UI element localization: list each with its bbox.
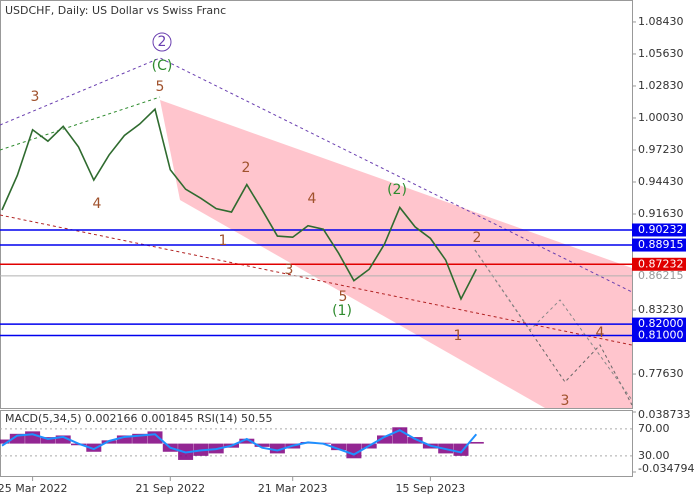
level-label: 0.88915 bbox=[638, 238, 684, 251]
macd-bar bbox=[331, 443, 347, 451]
macd-bar bbox=[346, 443, 362, 459]
macd-bar bbox=[116, 435, 132, 444]
wave-label: 5 bbox=[156, 79, 165, 95]
price-line bbox=[1, 107, 478, 301]
wave-circle bbox=[152, 32, 172, 52]
macd-bar bbox=[239, 438, 255, 444]
y-tick-label: 0.77630 bbox=[638, 367, 684, 380]
level-label: 0.87232 bbox=[638, 257, 684, 270]
level-box bbox=[632, 329, 686, 343]
wave-label: 3 bbox=[31, 89, 40, 105]
x-tick-label: 21 Sep 2022 bbox=[135, 482, 205, 495]
y-tick-label: 0.94430 bbox=[638, 175, 684, 188]
macd-bar bbox=[254, 443, 270, 447]
level-label: 0.82000 bbox=[638, 317, 684, 330]
y-tick-label: 0.83230 bbox=[638, 303, 684, 316]
wave-label: 2 bbox=[158, 34, 167, 50]
x-tick-label: 21 Mar 2023 bbox=[258, 482, 328, 495]
wave-label: (C) bbox=[152, 58, 173, 74]
y-tick-label: 1.08430 bbox=[638, 15, 684, 28]
wave-label: (1) bbox=[332, 303, 352, 319]
wave-label: 4 bbox=[596, 325, 605, 341]
y2-tick-label: -0.034794 bbox=[638, 462, 694, 475]
y-tick-label: 1.02830 bbox=[638, 79, 684, 92]
macd-bar bbox=[269, 443, 285, 454]
macd-bar bbox=[407, 437, 423, 444]
macd-bar bbox=[377, 435, 392, 444]
macd-bar bbox=[0, 439, 10, 444]
wave-label: 4 bbox=[308, 191, 317, 207]
y-tick-label: 1.05630 bbox=[638, 47, 684, 60]
macd-bar bbox=[86, 443, 102, 452]
level-label: 0.90232 bbox=[638, 223, 684, 236]
level-box bbox=[632, 317, 686, 331]
macd-bar bbox=[25, 431, 41, 444]
macd-bar bbox=[9, 433, 25, 444]
level-box bbox=[632, 257, 686, 271]
y-tick-label: 70.00 bbox=[638, 422, 670, 435]
wave-label: 3 bbox=[285, 262, 294, 278]
wave-label: 3 bbox=[561, 393, 570, 409]
wave-label: 2 bbox=[473, 230, 482, 246]
x-tick-label: 15 Sep 2023 bbox=[396, 482, 466, 495]
level-label: 0.86215 bbox=[638, 269, 684, 282]
wave-label: 2 bbox=[242, 160, 251, 176]
y-tick-label: 0.97230 bbox=[638, 143, 684, 156]
wave-label: 1 bbox=[454, 328, 463, 344]
y2-tick-label: 0.038733 bbox=[638, 408, 691, 421]
wave-label: 4 bbox=[93, 196, 102, 212]
wave-label: 1 bbox=[219, 233, 228, 249]
x-tick-label: 25 Mar 2022 bbox=[0, 482, 67, 495]
wave-label: (2) bbox=[387, 182, 407, 198]
level-box bbox=[632, 238, 686, 252]
macd-bar bbox=[147, 431, 163, 444]
trend-line bbox=[0, 96, 161, 151]
level-label: 0.81000 bbox=[638, 329, 684, 342]
wave-label: 5 bbox=[339, 289, 348, 305]
macd-bar bbox=[40, 437, 56, 444]
price-panel bbox=[0, 0, 633, 409]
indicator-title: MACD(5,34,5) 0.002166 0.001845 RSI(14) 5… bbox=[5, 412, 272, 425]
rsi-line bbox=[1, 429, 478, 456]
y-tick-label: 0.91630 bbox=[638, 207, 684, 220]
macd-bar bbox=[55, 435, 71, 444]
chart-title: USDCHF, Daily: US Dollar vs Swiss Franc bbox=[5, 4, 226, 17]
trend-line bbox=[0, 57, 633, 293]
level-box bbox=[632, 223, 686, 237]
price-channel bbox=[160, 100, 632, 408]
forecast-line bbox=[474, 249, 633, 401]
macd-bar bbox=[132, 433, 148, 444]
y-tick-label: 30.00 bbox=[638, 449, 670, 462]
y-tick-label: 1.00030 bbox=[638, 111, 684, 124]
macd-bar bbox=[468, 441, 484, 444]
